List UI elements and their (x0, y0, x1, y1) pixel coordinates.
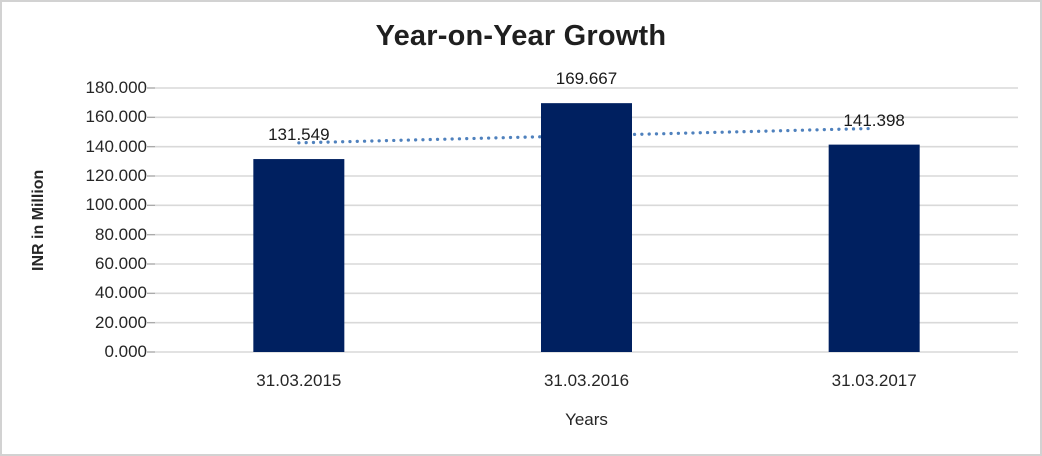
y-tick-label: 120.000 (85, 166, 147, 185)
y-tick-label: 100.000 (85, 195, 147, 215)
bar-31.03.2017 (828, 144, 920, 352)
y-tick-label: 40.000 (95, 283, 147, 303)
data-label: 169.667 (555, 69, 618, 89)
bar-31.03.2015 (253, 159, 345, 352)
x-tick-label: 31.03.2015 (256, 371, 342, 390)
y-tick-label: 160.000 (85, 107, 147, 127)
trendline (297, 126, 876, 145)
data-label: 141.398 (843, 110, 905, 130)
x-axis-title: Years (565, 410, 608, 429)
y-tick-label: 80.000 (95, 224, 147, 244)
chart-title: Year-on-Year Growth (375, 20, 667, 52)
y-tick-label: 0.000 (104, 342, 147, 361)
x-tick-label: 31.03.2016 (543, 371, 630, 390)
y-tick-label: 180.000 (85, 78, 147, 97)
x-tick-label: 31.03.2017 (831, 371, 917, 390)
data-label: 131.549 (268, 125, 330, 145)
bar-31.03.2016 (541, 103, 632, 353)
y-tick-label: 20.000 (95, 312, 147, 332)
y-tick-label: 60.000 (95, 254, 147, 273)
y-tick-label: 140.000 (85, 136, 147, 156)
